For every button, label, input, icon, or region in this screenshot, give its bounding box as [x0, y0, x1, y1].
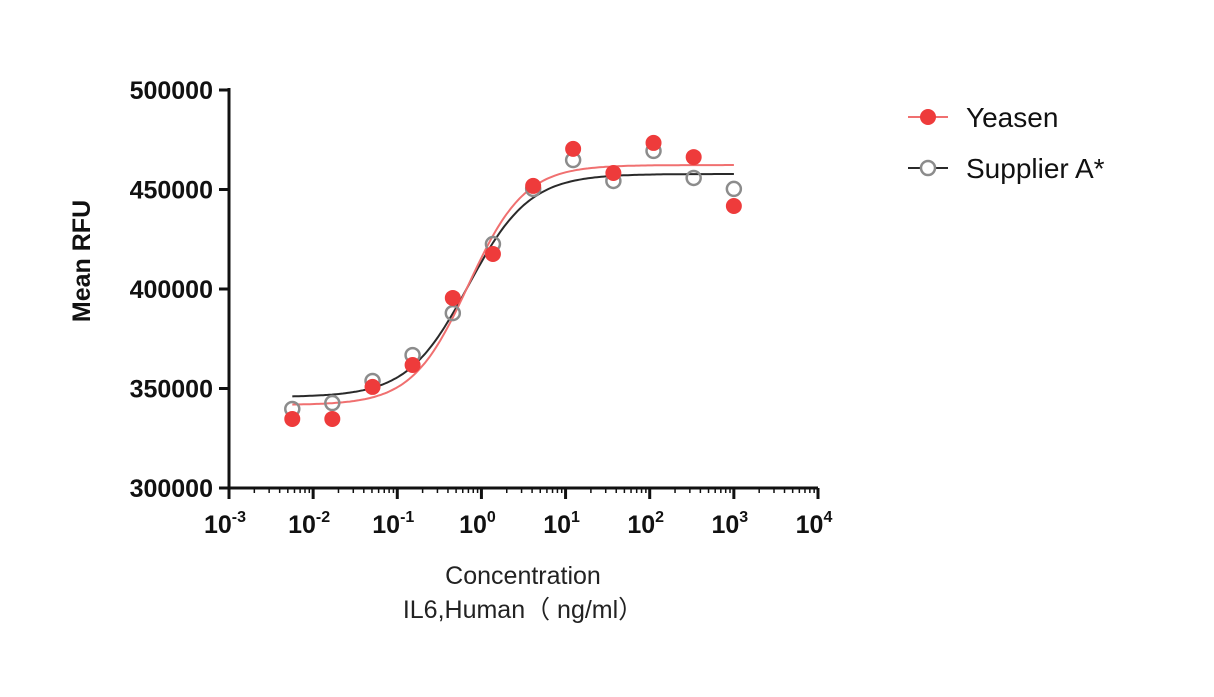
data-point-open [324, 394, 341, 412]
y-tick-label: 450000 [130, 177, 213, 205]
data-point-open [725, 180, 743, 198]
data-point-filled [565, 140, 582, 157]
y-tick-label: 300000 [130, 475, 213, 503]
y-tick-label: 350000 [130, 376, 213, 404]
axes: 300000 350000 400000 450000 500000 10-3 10-2 10… [130, 77, 833, 539]
legend-marker-filled [920, 109, 936, 125]
y-tick-label: 500000 [130, 77, 213, 105]
data-point-filled [685, 149, 702, 166]
x-axis-label: Concentration [445, 562, 601, 590]
data-point-filled [484, 245, 501, 262]
x-tick-label: 10-3 [204, 509, 246, 539]
legend-item-yeasen: Yeasen [908, 102, 1058, 133]
legend: Yeasen Supplier A* [908, 102, 1105, 184]
y-axis-label: Mean RFU [68, 200, 96, 322]
legend-label: Yeasen [966, 102, 1058, 133]
data-point-filled [364, 378, 381, 395]
x-tick-label: 104 [796, 509, 833, 539]
data-point-open [444, 304, 462, 322]
data-point-filled [725, 198, 742, 215]
x-tick-label: 10-2 [288, 509, 330, 539]
x-tick-label: 10-1 [372, 509, 414, 539]
legend-item-supplier-a: Supplier A* [908, 153, 1105, 184]
fit-curve-supplier-a- [292, 173, 734, 398]
data-point-filled [284, 410, 301, 427]
data-point-filled [645, 134, 662, 151]
data-point-filled [525, 177, 542, 194]
x-tick-label: 103 [711, 509, 748, 539]
data-points [284, 134, 743, 427]
data-point-open [685, 169, 702, 187]
x-tick-label: 101 [543, 509, 580, 539]
data-point-filled [444, 289, 461, 306]
legend-marker-open [919, 159, 937, 177]
fit-curves [292, 164, 734, 406]
data-point-filled [404, 357, 421, 374]
x-tick-label: 102 [627, 509, 664, 539]
x-tick-label: 100 [459, 509, 496, 539]
legend-label: Supplier A* [966, 153, 1105, 184]
data-point-filled [605, 164, 622, 181]
x-axis-sublabel: IL6,Human（ ng/ml） [403, 596, 643, 624]
data-point-filled [324, 410, 341, 427]
fit-curve-yeasen [292, 164, 734, 406]
y-tick-label: 400000 [130, 276, 213, 304]
